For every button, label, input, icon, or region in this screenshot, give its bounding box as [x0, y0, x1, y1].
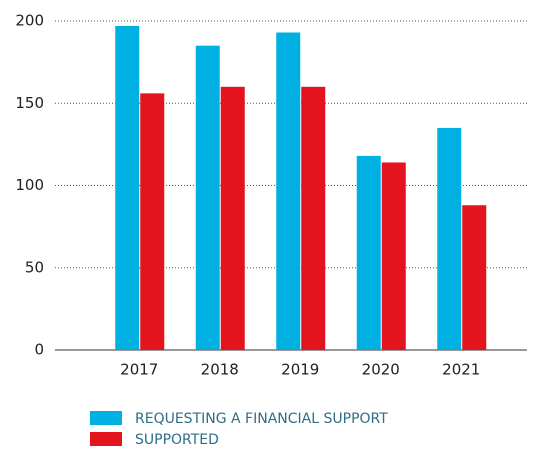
y-tick-label: 100 [15, 176, 44, 194]
bar [195, 45, 220, 351]
bar [356, 155, 381, 350]
x-tick-label: 2017 [120, 361, 158, 379]
legend-label: SUPPORTED [135, 432, 219, 448]
bar [301, 86, 326, 351]
bar [140, 93, 165, 350]
y-tick-label: 50 [25, 258, 44, 276]
legend-label: REQUESTING A FINANCIAL SUPPORT [135, 411, 388, 427]
bar [220, 86, 245, 351]
y-tick-label: 150 [15, 94, 44, 112]
legend-swatch [90, 411, 122, 425]
bar [462, 205, 487, 350]
bar [115, 25, 140, 351]
bar [381, 162, 406, 350]
x-tick-label: 2021 [442, 361, 480, 379]
legend-swatch [90, 432, 122, 446]
y-tick-label: 0 [34, 341, 44, 359]
y-tick-label: 200 [15, 12, 44, 30]
bar [437, 127, 462, 350]
x-tick-label: 2018 [201, 361, 239, 379]
bar [276, 32, 301, 350]
x-tick-label: 2019 [281, 361, 319, 379]
x-tick-label: 2020 [362, 361, 400, 379]
